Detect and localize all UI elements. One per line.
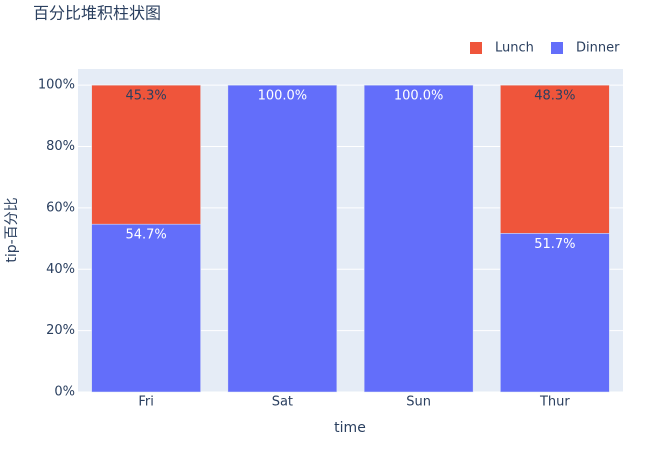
- y-tick-label: 0%: [54, 385, 75, 400]
- y-axis-title: tip-百分比: [4, 197, 20, 262]
- data-label: 54.7%: [125, 228, 166, 243]
- x-tick-label: Thur: [539, 395, 570, 410]
- y-tick-label: 80%: [46, 139, 75, 154]
- legend-label: Dinner: [576, 41, 620, 56]
- y-tick-label: 20%: [46, 323, 75, 338]
- x-tick-label: Sat: [272, 395, 293, 410]
- bar: [500, 84, 610, 234]
- bar: [500, 233, 610, 393]
- x-tick-label: Fri: [138, 395, 154, 410]
- bar: [91, 84, 201, 225]
- bar: [363, 84, 474, 393]
- x-axis-title: time: [334, 420, 366, 436]
- data-label: 100.0%: [394, 89, 444, 104]
- legend-label: Lunch: [495, 41, 534, 56]
- bar: [91, 223, 201, 393]
- data-label: 48.3%: [534, 89, 575, 104]
- legend-swatch: [551, 42, 563, 54]
- legend-swatch: [470, 42, 482, 54]
- y-tick-label: 100%: [38, 78, 75, 93]
- data-label: 51.7%: [534, 237, 575, 252]
- chart-title: 百分比堆积柱状图: [33, 4, 161, 23]
- bar: [227, 84, 338, 393]
- y-tick-label: 60%: [46, 200, 75, 215]
- y-tick-label: 40%: [46, 262, 75, 277]
- x-tick-label: Sun: [406, 395, 431, 410]
- data-label: 45.3%: [125, 89, 166, 104]
- data-label: 100.0%: [258, 89, 308, 104]
